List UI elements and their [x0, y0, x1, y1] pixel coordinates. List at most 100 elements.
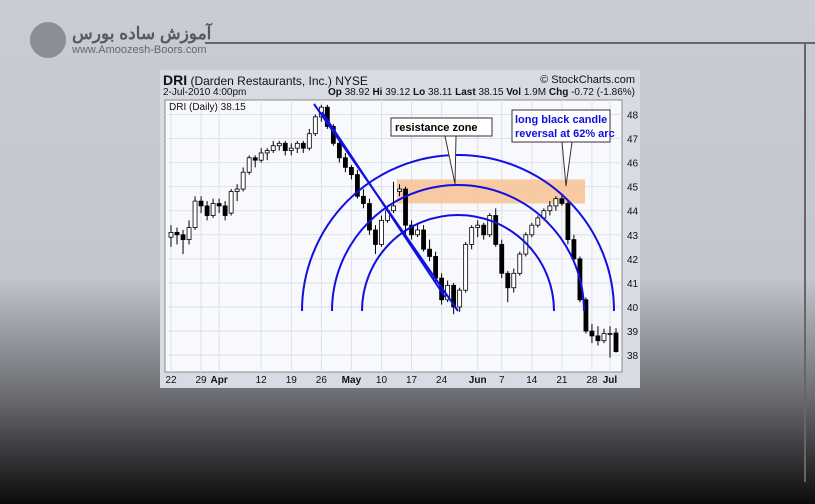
candle-body	[475, 224, 481, 228]
candle-body	[607, 333, 613, 335]
logo-name: آموزش ساده بورس	[72, 24, 212, 43]
y-tick-label: 44	[627, 207, 639, 218]
candle-body	[234, 188, 240, 192]
candle-body	[613, 332, 619, 352]
candle-body	[264, 150, 270, 154]
quote-value: 1.9M	[523, 87, 549, 98]
candle-body	[355, 174, 360, 197]
candle-body	[336, 142, 342, 159]
y-tick-label: 45	[627, 183, 639, 194]
candle-body	[186, 227, 192, 241]
datetime: 2-Jul-2010 4:00pm	[163, 87, 247, 98]
fibonacci-arc	[361, 214, 555, 312]
quote-label: Op	[327, 87, 345, 98]
candle-body	[529, 224, 535, 236]
quote-value: 39.12	[385, 87, 414, 98]
candle-body	[300, 142, 306, 149]
candle-body	[192, 200, 198, 228]
quote-value: -0.72 (-1.86%)	[571, 87, 635, 98]
candle-body	[481, 224, 487, 236]
candle-body	[601, 333, 607, 342]
candle-body	[493, 215, 499, 245]
quote-label: Vol	[506, 87, 524, 98]
candle-body	[457, 289, 463, 308]
source: © StockCharts.com	[540, 74, 635, 86]
candle-body	[391, 205, 396, 212]
candle-body	[168, 231, 174, 238]
candle-body	[252, 157, 258, 161]
callout-box	[390, 117, 493, 137]
x-tick-label: May	[342, 375, 362, 386]
fibonacci-arc	[331, 184, 585, 312]
candle-body	[397, 188, 402, 192]
callout-reversal-line2: reversal at 62% arc	[515, 128, 615, 140]
candle-body	[258, 152, 264, 161]
y-tick-label: 40	[627, 303, 639, 314]
candle-body	[288, 147, 294, 151]
candle-body	[403, 188, 408, 226]
candle-body	[210, 203, 216, 216]
candle-body	[373, 229, 378, 245]
trend-line	[321, 111, 446, 298]
candle-body	[547, 205, 553, 212]
quote-label: Last	[455, 87, 479, 98]
candle-body	[415, 229, 420, 236]
candle-body	[463, 244, 469, 291]
candle-body	[469, 227, 475, 245]
candle-body	[589, 330, 595, 337]
quote-value: 38.15	[478, 87, 507, 98]
candle-body	[276, 142, 282, 147]
y-tick-label: 46	[627, 159, 639, 170]
callout-resistance-zone: resistance zone	[395, 122, 478, 134]
candle-body	[349, 166, 354, 176]
candle-body	[180, 234, 186, 241]
company: (Darden Restaurants, Inc.) NYSE	[190, 74, 368, 88]
candle-body	[451, 284, 457, 308]
candle-body	[216, 203, 222, 207]
candle-body	[409, 224, 414, 236]
candle-body	[222, 205, 228, 216]
symbol: DRI	[163, 72, 188, 88]
x-tick-label: 17	[406, 375, 418, 386]
candle-body	[294, 142, 300, 149]
quote-value: 38.92	[344, 87, 373, 98]
x-tick-label: 14	[526, 375, 538, 386]
candle-body	[421, 229, 426, 250]
candle-body	[595, 335, 601, 342]
fibonacci-arc	[301, 154, 615, 312]
x-tick-label: 21	[556, 375, 568, 386]
candle-body	[379, 219, 384, 245]
quote-label: Chg	[548, 87, 572, 98]
candle-body	[198, 200, 204, 207]
candle-body	[342, 157, 348, 168]
candle-body	[505, 272, 511, 289]
x-tick-label: Apr	[210, 375, 227, 386]
candle-body	[427, 248, 432, 257]
logo: آموزش ساده بورس www.Amoozesh-Boors.com	[30, 22, 211, 58]
divider	[804, 42, 806, 482]
candle-body	[306, 133, 312, 149]
candle-body	[535, 217, 541, 226]
candle-body	[367, 203, 372, 231]
x-tick-label: 19	[286, 375, 298, 386]
globe-chart-icon	[30, 22, 66, 58]
x-tick-label: 24	[436, 375, 448, 386]
y-tick-label: 48	[627, 110, 639, 121]
candle-body	[312, 116, 318, 135]
candle-body	[246, 157, 252, 173]
quote-label: Lo	[413, 87, 429, 98]
callout-box	[511, 109, 611, 143]
candle-body	[571, 239, 577, 260]
quote-value: 38.11	[428, 87, 456, 98]
candle-body	[553, 198, 559, 207]
candle-body	[517, 253, 523, 274]
candle-body	[511, 272, 517, 289]
x-tick-label: 10	[376, 375, 388, 386]
x-tick-label: 7	[499, 375, 505, 386]
x-tick-label: Jul	[603, 375, 618, 386]
callout-reversal-line1: long black candle	[515, 114, 607, 126]
x-tick-label: 29	[196, 375, 208, 386]
quote-bar: Op 38.92 Hi 39.12 Lo 38.11 Last 38.15 Vo…	[328, 87, 635, 98]
plot-area	[164, 99, 623, 373]
candle-body	[204, 205, 210, 216]
